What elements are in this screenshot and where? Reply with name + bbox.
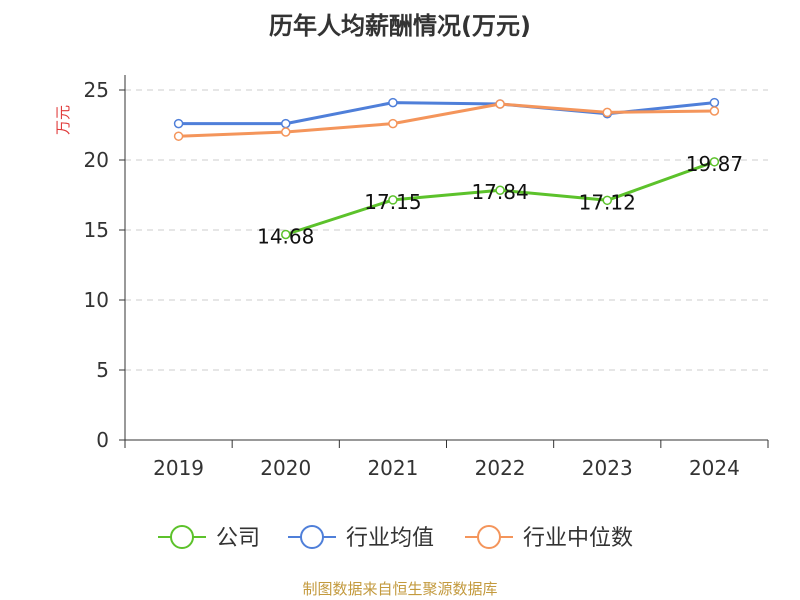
data-label: 19.87 [686, 152, 743, 176]
data-point [709, 97, 720, 108]
legend-label: 行业中位数 [523, 526, 633, 551]
legend-marker [170, 525, 194, 549]
data-point [388, 97, 398, 108]
legend-item-1[interactable]: 行业均值 [288, 525, 434, 551]
series-0 [281, 157, 720, 240]
legend[interactable]: 公司 行业均值 行业中位数 [158, 525, 633, 551]
x-tick-label: 2019 [153, 456, 204, 480]
y-tick-label: 5 [96, 358, 109, 382]
legend-marker [300, 525, 324, 549]
legend-label: 行业均值 [346, 526, 434, 551]
x-tick-label: 2021 [367, 456, 418, 480]
data-point [173, 131, 184, 141]
data-point [281, 118, 291, 129]
x-tick-label: 2024 [689, 456, 740, 480]
chart-title: 历年人均薪酬情况(万元) [269, 12, 531, 40]
grid-lines [125, 89, 768, 371]
y-tick-label: 10 [84, 288, 109, 312]
y-tick-label: 15 [84, 218, 109, 242]
x-tick-label: 2022 [475, 456, 526, 480]
x-tick-label: 2020 [260, 456, 311, 480]
data-point [281, 127, 291, 137]
source-note: 制图数据来自恒生聚源数据库 [302, 580, 497, 598]
y-tick-label: 20 [84, 148, 109, 172]
x-tick-label: 2023 [582, 456, 633, 480]
data-point [173, 118, 184, 129]
y-tick-label: 25 [84, 78, 109, 102]
data-label: 17.84 [471, 180, 528, 204]
axes: 0 5 10 15 20 25 2019 2020 2021 2022 2023 2024 [84, 75, 769, 480]
data-point [495, 185, 505, 195]
y-axis-label: 万元 [54, 105, 72, 135]
data-label: 17.15 [364, 190, 421, 214]
data-point [495, 99, 505, 109]
data-label: 17.12 [579, 190, 636, 214]
data-point [388, 118, 398, 129]
legend-marker [477, 525, 501, 549]
data-labels: 14.68 17.15 17.84 17.12 19.87 [257, 152, 743, 249]
legend-item-0[interactable]: 公司 [158, 525, 260, 551]
legend-label: 公司 [216, 526, 260, 551]
data-point [709, 157, 720, 167]
data-point [709, 106, 720, 116]
data-point [602, 107, 612, 118]
series-layer [173, 97, 720, 240]
y-tick-label: 0 [96, 428, 109, 452]
data-point [388, 195, 398, 205]
data-point [281, 229, 291, 240]
series-line [178, 102, 715, 138]
data-label: 14.68 [257, 224, 314, 248]
series-2 [173, 99, 720, 141]
data-point [602, 195, 612, 206]
legend-item-2[interactable]: 行业中位数 [465, 525, 633, 551]
